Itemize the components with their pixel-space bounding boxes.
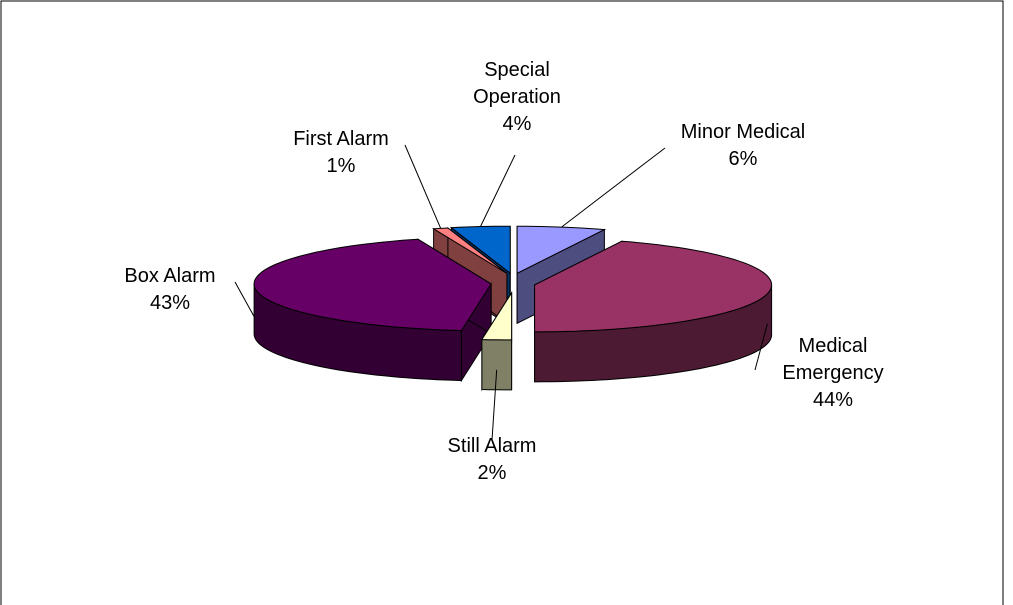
slice-top [253, 238, 492, 332]
data-label-value: 1% [327, 155, 356, 177]
label-line: Special [484, 59, 550, 81]
data-label-value: 44% [813, 389, 853, 411]
label-line: Emergency [782, 362, 883, 384]
label-line: First Alarm [293, 128, 389, 150]
leader-line [480, 154, 516, 227]
slice-wall [481, 338, 513, 391]
leader-line [754, 323, 768, 371]
slice-top [516, 225, 607, 275]
data-label-name: Special Operation [473, 59, 561, 108]
leader-line [491, 369, 498, 441]
label-line: Medical [799, 335, 868, 357]
leader-line [234, 281, 256, 319]
data-label-value: 6% [729, 148, 758, 170]
label-line: Operation [473, 86, 561, 108]
data-label-name: Medical Emergency [782, 335, 883, 384]
slice-top [534, 240, 773, 333]
data-label-value: 43% [150, 292, 190, 314]
data-label-value: 4% [503, 113, 532, 135]
slice [481, 291, 513, 392]
data-label-name: Minor Medical [681, 121, 805, 143]
label-line: Still Alarm [448, 435, 537, 457]
data-label-value: 2% [478, 462, 507, 484]
data-label-name: First Alarm [293, 128, 389, 150]
slice [253, 238, 492, 383]
data-label-name: Box Alarm [124, 265, 215, 287]
leader-line [404, 144, 442, 229]
label-line: Box Alarm [124, 265, 215, 287]
slice-top [481, 291, 513, 341]
leader-line [561, 147, 666, 228]
data-label-name: Still Alarm [448, 435, 537, 457]
slice [534, 240, 773, 383]
label-line: Minor Medical [681, 121, 805, 143]
